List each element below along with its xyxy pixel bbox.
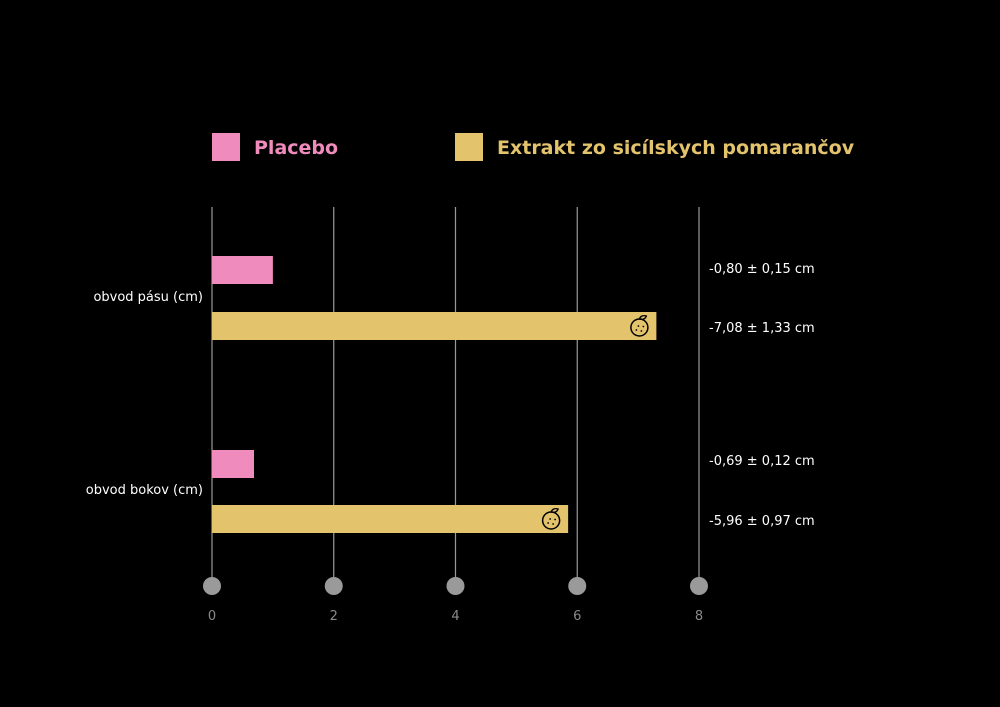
tick-label-8: 8 — [695, 609, 703, 624]
value-label-placebo-waist: -0,80 ± 0,15 cm — [709, 262, 815, 277]
category-label-waist: obvod pásu (cm) — [93, 290, 203, 305]
tick-label-4: 4 — [451, 609, 459, 624]
value-label-placebo-hips: -0,69 ± 0,12 cm — [709, 454, 815, 469]
legend-swatch-extrakt — [455, 133, 483, 161]
legend-label-extrakt: Extrakt zo sicílskych pomarančov — [497, 137, 855, 159]
tick-dot-8 — [690, 577, 708, 595]
tick-dot-6 — [568, 577, 587, 595]
legend-label-placebo: Placebo — [254, 137, 338, 159]
legend-item-placebo: Placebo — [212, 133, 338, 161]
bar-extrakt-waist — [212, 312, 657, 340]
value-label-extrakt-hips: -5,96 ± 0,97 cm — [709, 514, 815, 529]
legend-swatch-placebo — [212, 133, 240, 161]
tick-label-0: 0 — [208, 609, 216, 624]
orange-fruit-icon — [630, 314, 649, 337]
legend: Placebo Extrakt zo sicílskych pomarančov — [212, 133, 855, 161]
bar-placebo-waist — [212, 256, 273, 284]
legend-item-extrakt: Extrakt zo sicílskych pomarančov — [455, 133, 855, 161]
tick-dot-0 — [203, 577, 221, 595]
tick-label-2: 2 — [330, 609, 338, 624]
value-label-extrakt-waist: -7,08 ± 1,33 cm — [709, 321, 815, 336]
category-label-hips: obvod bokov (cm) — [86, 483, 203, 498]
tick-label-6: 6 — [573, 609, 581, 624]
orange-fruit-icon — [541, 507, 561, 530]
tick-dot-2 — [324, 577, 343, 595]
bar-extrakt-hips — [212, 505, 569, 533]
x-axis: 0 2 4 6 8 — [203, 207, 708, 624]
bar-placebo-hips — [212, 450, 255, 478]
tick-dot-4 — [446, 577, 465, 595]
